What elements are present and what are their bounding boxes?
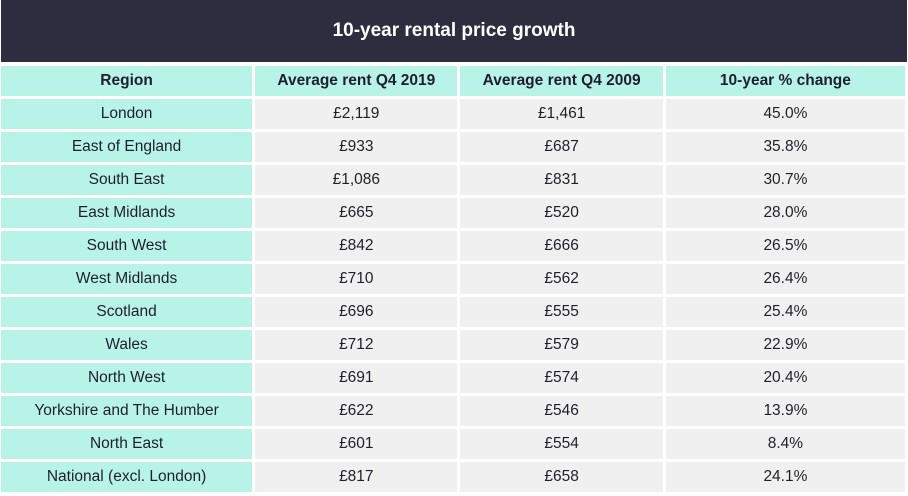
rent-2009-cell: £546 [460, 396, 663, 426]
rent-2019-cell: £2,119 [255, 99, 458, 129]
header-pct-change: 10-year % change [665, 66, 905, 96]
pct-change-cell: 45.0% [665, 99, 905, 129]
pct-change-cell: 30.7% [665, 165, 905, 195]
rent-2009-cell: £831 [460, 165, 663, 195]
pct-change-cell: 26.5% [665, 231, 905, 261]
rent-2019-cell: £601 [255, 429, 458, 459]
table-row: National (excl. London) £817 £658 24.1% [1, 462, 905, 492]
pct-change-cell: 28.0% [665, 198, 905, 228]
rent-2009-cell: £666 [460, 231, 663, 261]
rent-2019-cell: £710 [255, 264, 458, 294]
pct-change-cell: 13.9% [665, 396, 905, 426]
table-row: Scotland £696 £555 25.4% [1, 297, 905, 327]
table-row: East of England £933 £687 35.8% [1, 132, 905, 162]
region-cell: London [1, 99, 253, 129]
rent-2019-cell: £622 [255, 396, 458, 426]
pct-change-cell: 22.9% [665, 330, 905, 360]
pct-change-cell: 24.1% [665, 462, 905, 492]
pct-change-cell: 8.4% [665, 429, 905, 459]
table-row: North East £601 £554 8.4% [1, 429, 905, 459]
table-row: South East £1,086 £831 30.7% [1, 165, 905, 195]
region-cell: National (excl. London) [1, 462, 253, 492]
rental-table: Region Average rent Q4 2019 Average rent… [0, 63, 908, 495]
table-row: North West £691 £574 20.4% [1, 363, 905, 393]
rent-2009-cell: £554 [460, 429, 663, 459]
table-row: East Midlands £665 £520 28.0% [1, 198, 905, 228]
pct-change-cell: 20.4% [665, 363, 905, 393]
region-cell: North East [1, 429, 253, 459]
rent-2009-cell: £520 [460, 198, 663, 228]
region-cell: East Midlands [1, 198, 253, 228]
rent-2019-cell: £712 [255, 330, 458, 360]
rent-2019-cell: £696 [255, 297, 458, 327]
header-row: Region Average rent Q4 2019 Average rent… [1, 66, 905, 96]
rent-2019-cell: £1,086 [255, 165, 458, 195]
pct-change-cell: 35.8% [665, 132, 905, 162]
region-cell: East of England [1, 132, 253, 162]
rent-2019-cell: £665 [255, 198, 458, 228]
region-cell: Yorkshire and The Humber [1, 396, 253, 426]
region-cell: Wales [1, 330, 253, 360]
region-cell: North West [1, 363, 253, 393]
table-body: London £2,119 £1,461 45.0% East of England £9… [1, 99, 905, 492]
table-row: South West £842 £666 26.5% [1, 231, 905, 261]
region-cell: Scotland [1, 297, 253, 327]
rent-2019-cell: £817 [255, 462, 458, 492]
rent-2009-cell: £658 [460, 462, 663, 492]
rent-2019-cell: £691 [255, 363, 458, 393]
region-cell: West Midlands [1, 264, 253, 294]
rent-2009-cell: £1,461 [460, 99, 663, 129]
rent-2009-cell: £579 [460, 330, 663, 360]
header-rent-2009: Average rent Q4 2009 [460, 66, 663, 96]
rent-2019-cell: £842 [255, 231, 458, 261]
region-cell: South West [1, 231, 253, 261]
header-rent-2019: Average rent Q4 2019 [255, 66, 458, 96]
rent-2009-cell: £574 [460, 363, 663, 393]
rent-2019-cell: £933 [255, 132, 458, 162]
pct-change-cell: 26.4% [665, 264, 905, 294]
pct-change-cell: 25.4% [665, 297, 905, 327]
rent-2009-cell: £562 [460, 264, 663, 294]
rent-2009-cell: £687 [460, 132, 663, 162]
region-cell: South East [1, 165, 253, 195]
table-row: London £2,119 £1,461 45.0% [1, 99, 905, 129]
table-row: Yorkshire and The Humber £622 £546 13.9% [1, 396, 905, 426]
table-row: Wales £712 £579 22.9% [1, 330, 905, 360]
table-row: West Midlands £710 £562 26.4% [1, 264, 905, 294]
header-region: Region [1, 66, 253, 96]
table-title: 10-year rental price growth [1, 0, 907, 62]
rent-2009-cell: £555 [460, 297, 663, 327]
